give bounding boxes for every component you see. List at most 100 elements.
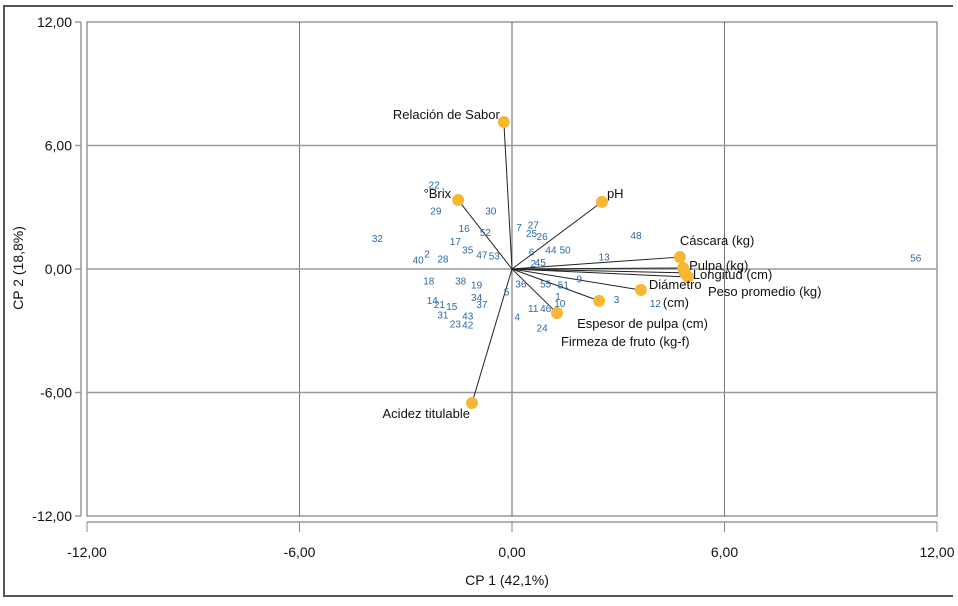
- loading-points: Relación de Sabor °Brix pH Cáscara (kg) Pulp…: [383, 107, 822, 421]
- score-label: 10: [554, 299, 566, 310]
- loading-label: Relación de Sabor: [393, 107, 501, 122]
- y-tick-label: -12,00: [32, 508, 72, 524]
- x-tick-label: 12,00: [919, 544, 954, 560]
- loading-label: Pulpa (kg): [689, 258, 748, 273]
- loading-vectors: [457, 122, 689, 404]
- score-label: 56: [910, 254, 922, 265]
- loading-vector: [511, 256, 680, 270]
- y-tick-label: 6,00: [45, 138, 72, 154]
- score-label: 1: [555, 292, 561, 303]
- y-tick-label: -6,00: [40, 385, 72, 401]
- score-label: 25: [526, 229, 538, 240]
- loading-vector: [511, 268, 689, 278]
- loading-label: pH: [607, 186, 624, 201]
- score-label: 35: [462, 245, 474, 256]
- score-label: 22: [429, 181, 441, 192]
- axes: 12,00 6,00 0,00 -6,00 -12,00 -12,00 -6,00 0,00 6…: [32, 14, 954, 560]
- loading-point: [452, 194, 465, 207]
- score-label: 44: [545, 245, 557, 256]
- score-label: 38: [455, 276, 467, 287]
- loading-label: Acidez titulable: [383, 406, 470, 421]
- loading-point: [634, 283, 647, 296]
- score-label: 55: [540, 279, 552, 290]
- loading-label: °Brix: [424, 186, 452, 201]
- score-label: 14: [427, 296, 439, 307]
- score-label: 52: [480, 228, 492, 239]
- score-label: 12: [650, 299, 662, 310]
- loading-label: Firmeza de fruto (kg-f): [561, 334, 690, 349]
- x-tick-label: 0,00: [498, 544, 525, 560]
- y-axis-label: CP 2 (18,8%): [10, 226, 26, 310]
- loading-vector: [511, 268, 558, 314]
- score-label: 29: [430, 206, 442, 217]
- score-label: 16: [459, 224, 471, 235]
- score-label: 48: [630, 231, 642, 242]
- score-label: 11: [528, 304, 539, 315]
- loading-label: (cm): [663, 295, 689, 310]
- loading-point: [682, 271, 695, 284]
- score-label: 2: [530, 259, 536, 270]
- score-label: 50: [560, 245, 572, 256]
- loading-vector: [511, 201, 603, 270]
- loading-point: [593, 294, 606, 307]
- score-label: 36: [515, 279, 527, 290]
- score-label: 45: [535, 258, 547, 269]
- loading-vector: [511, 268, 600, 302]
- score-label: 26: [537, 232, 549, 243]
- loading-label: Longitud (cm): [693, 267, 772, 282]
- score-label: 24: [537, 324, 549, 335]
- score-label: 30: [485, 206, 497, 217]
- score-label: 51: [558, 280, 570, 291]
- score-label: 43: [462, 311, 474, 322]
- score-label: 28: [437, 255, 449, 266]
- loading-label: Diámetro: [649, 277, 702, 292]
- loading-point: [673, 251, 686, 264]
- x-tick-label: -6,00: [284, 544, 316, 560]
- x-axis-label: CP 1 (42,1%): [465, 572, 549, 588]
- y-tick-label: 12,00: [37, 14, 72, 30]
- score-label: 37: [476, 300, 488, 311]
- x-tick-label: -12,00: [67, 544, 107, 560]
- score-label: 42: [462, 321, 474, 332]
- loading-point: [465, 396, 478, 409]
- loading-point: [497, 116, 510, 129]
- chart-frame: [3, 5, 953, 597]
- score-label: 21: [434, 300, 446, 311]
- loading-label: Cáscara (kg): [680, 233, 754, 248]
- score-label: 9: [577, 274, 583, 285]
- loading-vector: [511, 268, 685, 274]
- loading-vector: [471, 268, 513, 404]
- score-label: 13: [599, 253, 611, 264]
- score-label: 46: [540, 304, 552, 315]
- score-label: 15: [446, 302, 458, 313]
- score-label: 32: [372, 234, 384, 245]
- loading-vector: [511, 268, 641, 291]
- score-label: 18: [423, 276, 435, 287]
- score-label: 7: [516, 223, 522, 234]
- score-label: 4: [515, 312, 521, 323]
- score-label: 47: [476, 251, 488, 262]
- score-label: 2: [424, 250, 430, 261]
- score-label: 40: [413, 256, 425, 267]
- score-label: 34: [471, 293, 483, 304]
- score-label: 27: [528, 221, 540, 232]
- loading-vector: [511, 267, 684, 270]
- score-label: 19: [471, 280, 483, 291]
- score-label: 3: [614, 295, 620, 306]
- x-tick-label: 6,00: [711, 544, 738, 560]
- score-label: 31: [437, 310, 449, 321]
- loading-vector: [457, 199, 513, 270]
- loading-vector: [503, 122, 513, 270]
- loading-point: [550, 307, 563, 320]
- loading-point: [595, 195, 608, 208]
- score-label: 6: [529, 248, 535, 259]
- score-label: 23: [450, 320, 462, 331]
- y-tick-label: 0,00: [45, 261, 72, 277]
- score-label: 53: [489, 252, 501, 263]
- loading-label: Espesor de pulpa (cm): [577, 316, 708, 331]
- loading-label: Peso promedio (kg): [708, 284, 821, 299]
- score-label: 5: [504, 288, 510, 299]
- score-label: 17: [450, 237, 462, 248]
